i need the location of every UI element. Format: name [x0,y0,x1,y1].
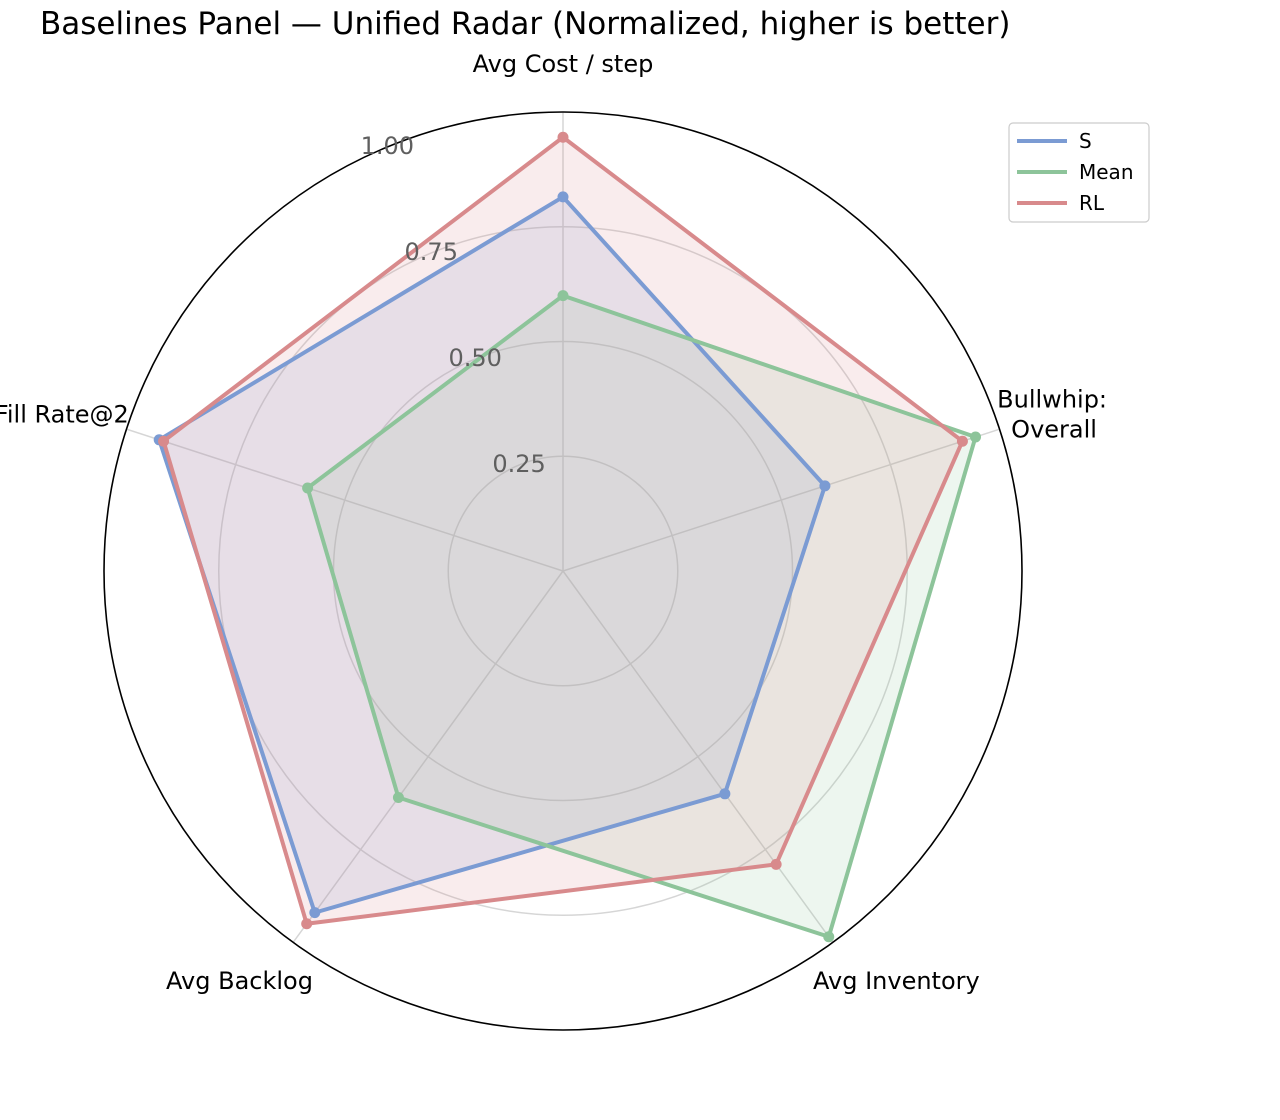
radial-tick-label: 0.75 [405,238,458,266]
axis-labels: Avg Cost / step Bullwhip: Overall Avg Inven… [0,50,1107,995]
data-point [956,435,968,447]
data-point [770,858,782,870]
chart-title: Baselines Panel — Unified Radar (Normali… [40,6,1010,42]
data-point [392,792,404,804]
data-point [970,431,982,443]
radial-tick-label: 0.50 [448,344,501,372]
data-point [302,482,314,494]
radial-tick-labels: 0.25 0.50 0.75 1.00 [361,132,546,478]
series-line [305,293,978,939]
outer-boundary [103,111,1023,1031]
data-point [557,290,569,302]
data-point [823,931,835,943]
data-point [158,435,170,447]
data-point [819,480,831,492]
legend-label[interactable]: Mean [1079,160,1134,184]
data-point [719,788,731,800]
spoke-line [562,570,834,943]
data-point [301,918,313,930]
radial-tick-label: 1.00 [361,132,414,160]
series-fill [163,137,963,924]
axis-label: Avg Cost / step [473,50,654,78]
series-fill [159,196,825,913]
series-line [157,194,827,915]
radial-tick-label: 0.25 [492,450,545,478]
series-line [161,135,965,926]
data-point [557,191,569,203]
spoke-line [126,428,564,572]
axis-label: Fill Rate@2 [0,400,129,428]
data-point [557,131,569,143]
legend-label[interactable]: RL [1079,191,1105,215]
data-point [309,907,321,919]
legend-label[interactable]: S [1079,129,1092,153]
axis-label: Avg Inventory [813,967,980,995]
series-layer [103,111,1023,1031]
series-fill [307,295,976,937]
axis-label: Bullwhip: Overall [997,385,1107,443]
spoke-line [562,428,1000,572]
radar-grid [104,112,1022,1030]
legend[interactable]: S Mean RL [1008,122,1150,223]
spoke-line [292,570,564,943]
axis-label: Avg Backlog [166,967,313,995]
legend-box [1008,122,1150,223]
